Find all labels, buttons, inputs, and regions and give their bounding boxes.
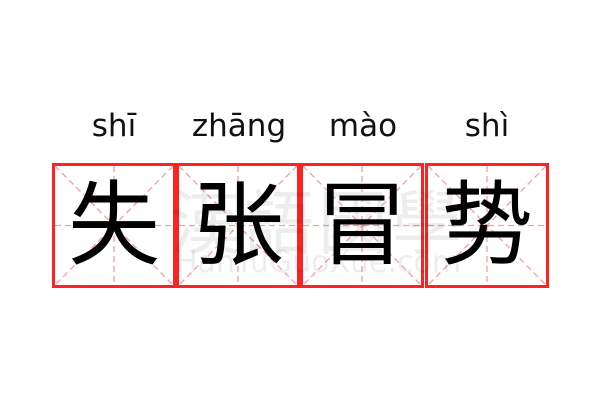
hanzi-4: 势: [440, 171, 533, 279]
char-cell-4: 势: [425, 163, 549, 288]
pinyin-4: shì: [464, 108, 510, 144]
pinyin-2: zhāng: [191, 108, 287, 144]
character-grid: 失 张 冒 势: [52, 163, 549, 288]
pinyin-1: shī: [91, 108, 137, 144]
char-cell-2: 张: [176, 163, 300, 288]
hanzi-3: 冒: [315, 171, 408, 279]
mi-grid-guides: [179, 166, 297, 285]
pinyin-3: mào: [328, 108, 398, 144]
char-cell-3: 冒: [300, 163, 424, 288]
hanzi-2: 张: [191, 171, 284, 279]
mi-grid-guides: [428, 166, 546, 285]
mi-grid-guides: [55, 166, 173, 285]
hanzi-1: 失: [67, 171, 160, 279]
char-cell-1: 失: [52, 163, 176, 288]
mi-grid-guides: [303, 166, 421, 285]
